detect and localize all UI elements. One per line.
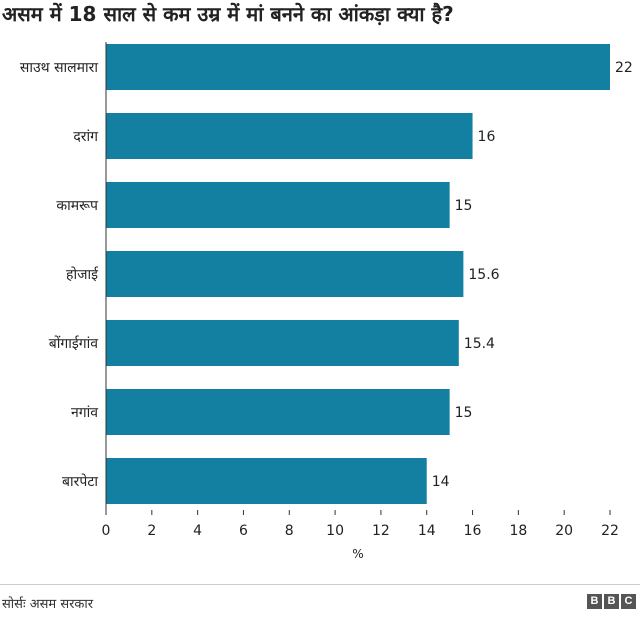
x-tick-label: 8 (285, 523, 294, 539)
bar (106, 182, 450, 228)
data-label: 15 (455, 405, 473, 421)
data-label: 15 (455, 198, 473, 214)
x-tick-label: 0 (102, 523, 111, 539)
x-tick-label: 18 (509, 523, 527, 539)
x-axis-label: % (352, 547, 363, 561)
bar (106, 389, 450, 435)
data-label: 15.6 (468, 267, 499, 283)
data-label: 15.4 (464, 336, 495, 352)
footer-divider (0, 584, 640, 585)
bar-chart: साउथ सालमारा 22 दरांग 16 कामरूप 15 होजाई 15.6 बो… (20, 42, 633, 561)
bar (106, 458, 427, 504)
category-label: दरांग (73, 129, 99, 145)
bar (106, 320, 459, 366)
chart-title: असम में 18 साल से कम उम्र में मां बनने क… (2, 2, 454, 26)
data-label: 14 (432, 474, 450, 490)
source-note: सोर्सः असम सरकार (2, 597, 94, 612)
bar (106, 251, 464, 297)
category-label: कामरूप (56, 198, 99, 214)
data-label: 16 (478, 129, 496, 145)
bbc-logo: B B C (587, 594, 636, 609)
bar (106, 44, 610, 90)
x-tick-label: 10 (326, 523, 344, 539)
bbc-logo-letter: C (621, 594, 636, 609)
category-label: नगांव (71, 405, 98, 421)
x-tick-label: 2 (147, 523, 156, 539)
x-tick-label: 22 (601, 523, 619, 539)
data-label: 22 (615, 60, 633, 76)
category-label: साउथ सालमारा (20, 60, 98, 76)
category-label: बोंगाईगांव (49, 335, 99, 352)
category-label: होजाई (66, 266, 99, 283)
x-tick-label: 4 (193, 523, 202, 539)
bbc-logo-letter: B (604, 594, 619, 609)
x-tick-label: 20 (555, 523, 573, 539)
x-tick-label: 16 (464, 523, 482, 539)
x-tick-label: 14 (418, 523, 436, 539)
bar (106, 113, 473, 159)
x-tick-label: 6 (239, 523, 248, 539)
x-tick-label: 12 (372, 523, 390, 539)
category-label: बारपेटा (62, 473, 98, 490)
bbc-logo-letter: B (587, 594, 602, 609)
